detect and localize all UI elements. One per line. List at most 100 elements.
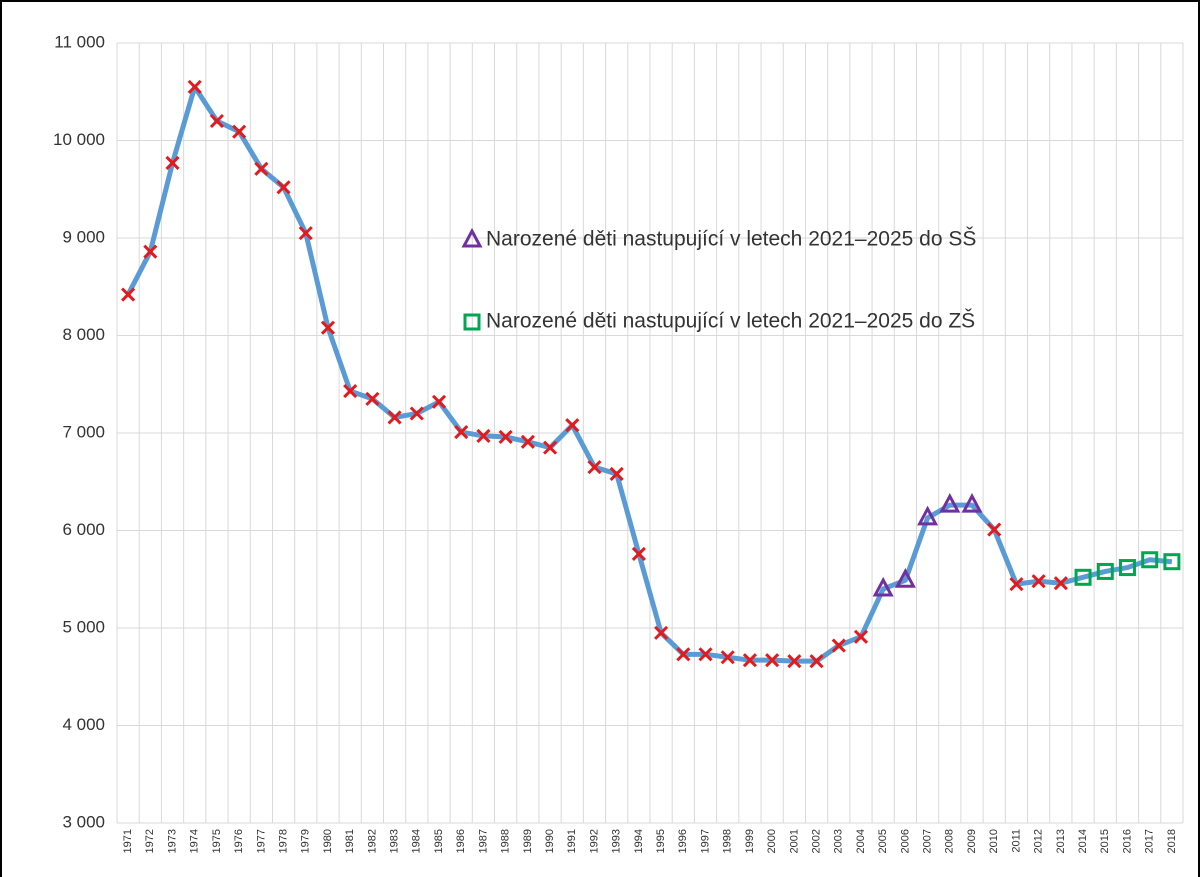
legend-label: Narozené děti nastupující v letech 2021–… xyxy=(486,228,976,251)
x-tick-label: 1999 xyxy=(744,829,756,853)
x-tick-label: 2011 xyxy=(1010,829,1022,853)
x-tick-label: 1973 xyxy=(166,829,178,853)
point-marker xyxy=(209,113,224,129)
legend-label: Narozené děti nastupující v letech 2021–… xyxy=(486,310,975,333)
x-tick-label: 1980 xyxy=(322,829,334,853)
line xyxy=(125,84,1173,664)
x-tick-label: 2000 xyxy=(766,829,778,853)
point-marker xyxy=(654,625,669,640)
x-tick-label: 2010 xyxy=(988,829,1000,853)
x-tick-label: 2018 xyxy=(1166,829,1178,853)
x-tick-label: 1971 xyxy=(122,829,134,853)
x-tick-label: 2017 xyxy=(1144,829,1156,853)
point-marker xyxy=(987,522,1002,537)
y-tick-label: 3 000 xyxy=(62,812,105,831)
point-marker xyxy=(587,460,602,475)
point-marker xyxy=(1141,551,1159,569)
point-marker xyxy=(765,653,780,668)
point-marker xyxy=(520,434,535,449)
y-tick-label: 6 000 xyxy=(62,520,105,539)
point-marker xyxy=(787,654,802,669)
point-marker xyxy=(676,647,691,662)
x-tick-label: 1975 xyxy=(211,829,223,853)
point-marker xyxy=(298,226,313,241)
point-marker xyxy=(365,391,380,406)
x-tick-label: 1979 xyxy=(300,829,312,853)
point-marker xyxy=(1053,576,1068,591)
point-marker xyxy=(276,180,291,195)
point-marker xyxy=(565,418,580,433)
point-marker xyxy=(476,428,491,443)
x-tick-label: 2015 xyxy=(1099,829,1111,853)
x-tick-label: 1984 xyxy=(411,829,423,853)
point-marker xyxy=(698,647,713,662)
point-marker xyxy=(1074,568,1092,586)
legend-marker xyxy=(461,227,483,248)
point-marker xyxy=(961,492,983,513)
x-tick-label: 1996 xyxy=(677,829,689,853)
y-tick-label: 5 000 xyxy=(62,617,105,636)
y-tick-label: 11 000 xyxy=(54,32,105,51)
x-tick-label: 1995 xyxy=(655,829,667,853)
y-tick-label: 9 000 xyxy=(62,227,105,246)
point-marker xyxy=(543,440,558,455)
point-marker xyxy=(831,638,846,653)
x-tick-label: 1988 xyxy=(500,829,512,853)
point-marker xyxy=(143,244,158,259)
x-tick-label: 1972 xyxy=(144,829,156,853)
x-tick-label: 2002 xyxy=(810,829,822,853)
x-tick-label: 2004 xyxy=(855,829,867,853)
x-tick-label: 1998 xyxy=(722,829,734,853)
point-marker xyxy=(165,155,180,170)
x-tick-label: 1990 xyxy=(544,829,556,853)
x-tick-label: 1993 xyxy=(611,829,623,853)
legend-marker xyxy=(463,313,481,331)
y-tick-label: 7 000 xyxy=(62,422,105,441)
x-tick-label: 1992 xyxy=(588,829,600,853)
x-tick-label: 2013 xyxy=(1055,829,1067,853)
point-marker xyxy=(609,466,624,482)
x-tick-label: 2006 xyxy=(899,829,911,853)
point-marker xyxy=(387,410,402,425)
point-marker xyxy=(187,79,202,94)
x-tick-label: 1989 xyxy=(522,829,534,853)
x-tick-label: 1982 xyxy=(366,829,378,853)
point-marker xyxy=(1096,562,1114,580)
x-tick-label: 2008 xyxy=(944,829,956,853)
x-tick-label: 1986 xyxy=(455,829,467,853)
point-marker xyxy=(498,429,513,444)
x-tick-label: 1974 xyxy=(189,829,201,853)
y-tick-label: 10 000 xyxy=(53,130,105,149)
x-tick-label: 2014 xyxy=(1077,829,1089,853)
y-tick-label: 4 000 xyxy=(62,715,105,734)
point-marker xyxy=(454,424,469,440)
point-marker xyxy=(809,654,824,669)
x-tick-label: 2001 xyxy=(788,829,800,853)
point-marker xyxy=(320,320,336,335)
point-marker xyxy=(1118,559,1136,577)
point-marker xyxy=(872,576,894,597)
x-tick-label: 1976 xyxy=(233,829,245,853)
x-tick-label: 2012 xyxy=(1033,829,1045,853)
point-marker xyxy=(121,287,136,302)
x-tick-label: 1981 xyxy=(344,829,356,853)
point-marker xyxy=(939,492,961,513)
x-tick-label: 1985 xyxy=(433,829,445,853)
x-tick-label: 2003 xyxy=(833,829,845,853)
x-tick-label: 1983 xyxy=(389,829,401,853)
point-marker xyxy=(1163,553,1181,571)
point-marker xyxy=(254,161,269,176)
x-tick-label: 2009 xyxy=(966,829,978,853)
point-marker xyxy=(1031,574,1046,589)
x-tick-label: 1987 xyxy=(477,829,489,853)
x-tick-label: 2007 xyxy=(922,829,934,853)
point-marker xyxy=(232,124,247,139)
x-tick-label: 2016 xyxy=(1121,829,1133,853)
point-marker xyxy=(631,546,646,561)
point-marker xyxy=(853,629,869,644)
x-tick-label: 1997 xyxy=(699,829,711,853)
point-marker xyxy=(1009,577,1024,592)
point-marker xyxy=(720,650,735,665)
